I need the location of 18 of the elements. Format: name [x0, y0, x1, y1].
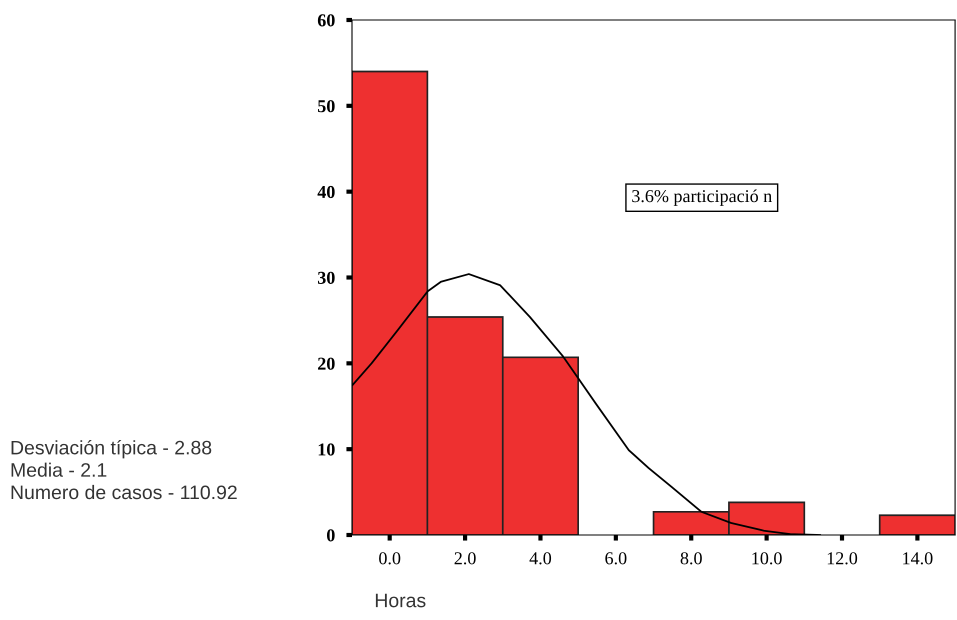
x-tick-label: 10.0: [752, 552, 782, 564]
y-tick-label: 30: [318, 272, 335, 284]
x-axis-title: Horas: [376, 594, 426, 608]
text: Desviación típica - 2.88 Media - 2.1 Numero de casos - 110.92: [12, 440, 237, 500]
x-tick-label: 0.0: [379, 552, 400, 564]
y-tick-label: 10: [318, 443, 335, 456]
x-tick-label: 12.0: [828, 552, 858, 564]
y-tick-label: 0: [326, 529, 335, 542]
x-tick-label: 8.0: [680, 552, 702, 564]
x-tick-label: 2.0: [454, 552, 476, 564]
annotation: 3.6% participació n: [632, 189, 772, 206]
x-tick-label: 4.0: [530, 552, 552, 564]
y-tick-label: 50: [318, 100, 335, 112]
y-tick-label: 60: [318, 14, 335, 26]
y-tick-label: 40: [318, 186, 335, 198]
x-tick-label: 6.0: [605, 552, 626, 564]
x-tick-label: 14.0: [903, 552, 933, 564]
y-tick-label: 20: [318, 358, 335, 370]
